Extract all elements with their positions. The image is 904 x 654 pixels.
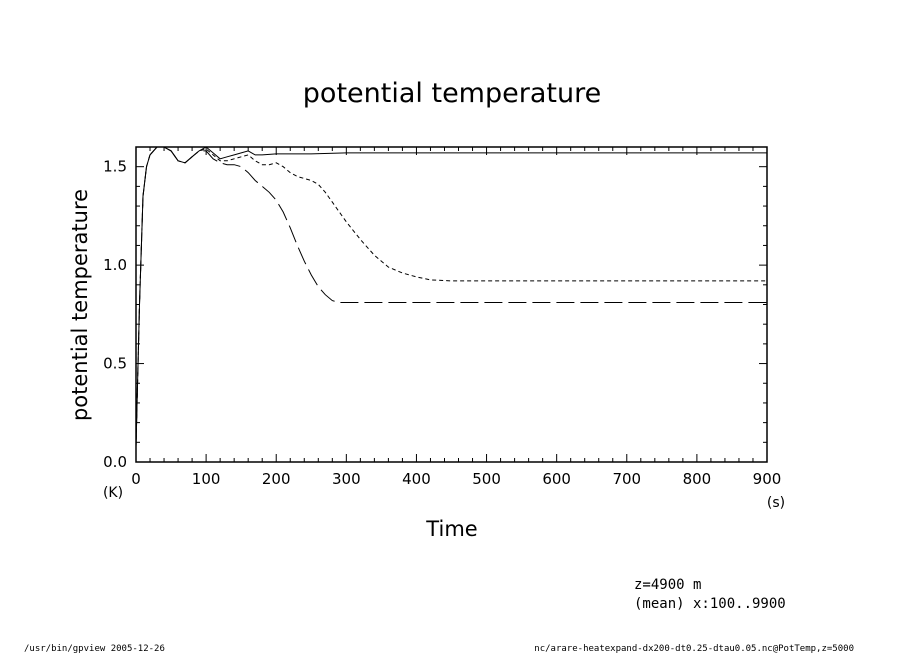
plot-frame [135, 146, 768, 463]
y-tick-label: 1.5 [103, 158, 127, 176]
x-tick-label: 900 [753, 470, 782, 488]
x-tick-label: 100 [192, 470, 221, 488]
footer-right: nc/arare-heatexpand-dx200-dt0.25-dtau0.0… [534, 644, 854, 654]
mean-range-note: (mean) x:100..9900 [634, 596, 786, 612]
x-tick-labels: 0 100 200 300 400 500 600 700 800 900 [131, 470, 781, 488]
series-lines [135, 146, 767, 447]
chart-title: potential temperature [303, 78, 601, 109]
x-tick-label: 800 [683, 470, 712, 488]
x-tick-label: 600 [542, 470, 571, 488]
footer-left: /usr/bin/gpview 2005-12-26 [24, 644, 165, 654]
y-tick-labels: 0.0 0.5 1.0 1.5 [103, 158, 127, 471]
x-tick-label: 400 [402, 470, 431, 488]
y-axis-label: potential temperature [68, 189, 92, 421]
x-unit-label: (s) [767, 495, 785, 511]
series-line-2 [135, 146, 767, 447]
series-line-3 [135, 146, 767, 447]
z-level-note: z=4900 m [634, 577, 701, 593]
x-tick-label: 200 [262, 470, 291, 488]
axis-ticks [135, 146, 768, 463]
x-tick-label: 300 [332, 470, 361, 488]
y-unit-label: (K) [103, 485, 123, 501]
y-tick-label: 1.0 [103, 256, 127, 274]
series-line-1 [135, 146, 767, 447]
x-tick-label: 0 [131, 470, 141, 488]
y-tick-label: 0.5 [103, 355, 127, 373]
x-tick-label: 500 [472, 470, 501, 488]
x-axis-label: Time [425, 517, 477, 541]
x-tick-label: 700 [612, 470, 641, 488]
y-tick-label: 0.0 [103, 453, 127, 471]
